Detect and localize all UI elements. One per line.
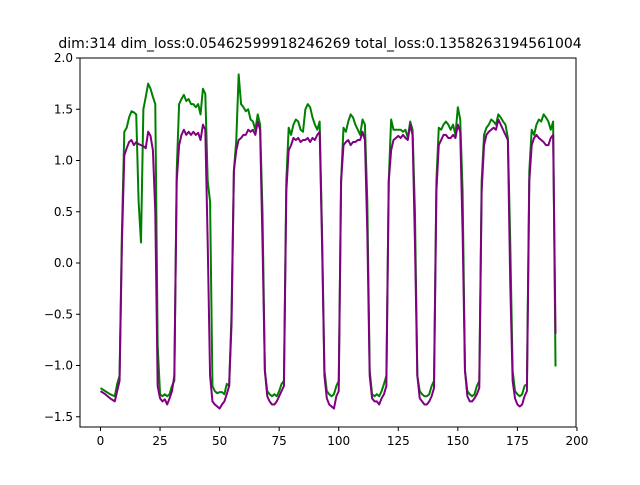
x-tick-label: 50	[212, 434, 227, 448]
x-tick-label: 100	[327, 434, 350, 448]
y-tick-label: 1.5	[54, 102, 73, 116]
series-layer	[99, 73, 557, 410]
chart-title: dim:314 dim_loss:0.05462599918246269 tot…	[58, 36, 581, 52]
x-tick-label: 125	[387, 434, 410, 448]
y-tick-label: 0.5	[54, 205, 73, 219]
y-tick-label: −0.5	[44, 307, 73, 321]
series-line-2	[99, 118, 557, 410]
y-tick-label: 0.0	[54, 256, 73, 270]
plot-frame	[79, 57, 577, 428]
y-tick-label: 2.0	[54, 51, 73, 65]
x-tick-label: 0	[97, 434, 105, 448]
x-tick-label: 25	[152, 434, 167, 448]
y-tick-label: 1.0	[54, 154, 73, 168]
y-axis: −1.5 −1.0 −0.5 0.0 0.5 1.0 1.5 2.0	[44, 51, 80, 424]
x-tick-label: 200	[565, 434, 588, 448]
x-axis: 0 25 50 75 100 125 150 175 200	[97, 427, 588, 448]
x-tick-label: 175	[506, 434, 529, 448]
y-tick-label: −1.5	[44, 410, 73, 424]
y-tick-label: −1.0	[44, 359, 73, 373]
x-tick-label: 150	[446, 434, 469, 448]
x-tick-label: 75	[272, 434, 287, 448]
series-line-1	[99, 73, 557, 398]
